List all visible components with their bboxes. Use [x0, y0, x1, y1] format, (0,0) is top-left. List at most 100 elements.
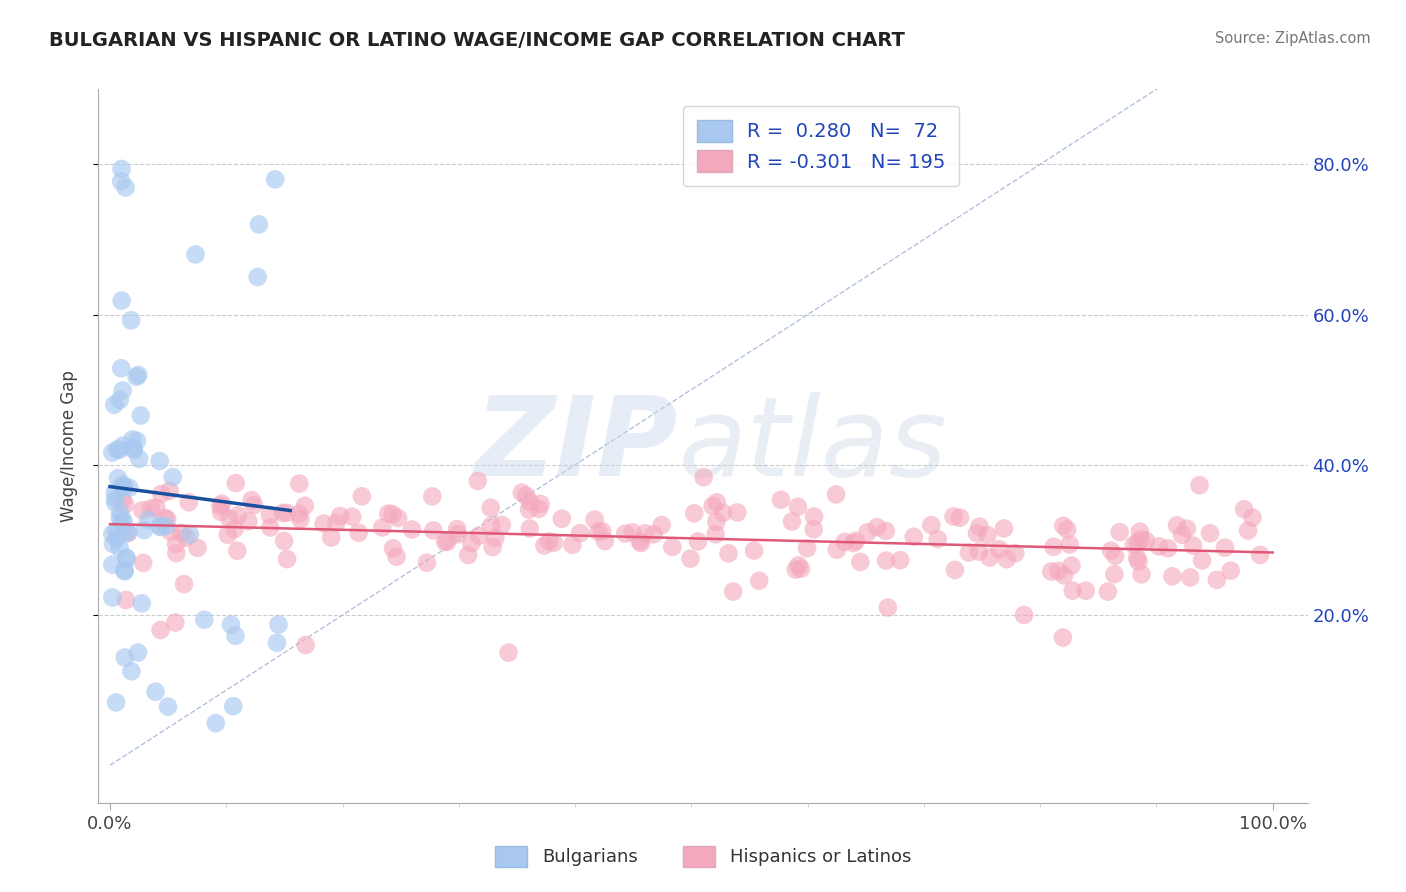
Point	[108, 541, 131, 555]
Point	[866, 520, 889, 534]
Point	[995, 552, 1018, 566]
Point	[312, 516, 335, 531]
Point	[125, 369, 148, 384]
Point	[529, 497, 551, 511]
Point	[111, 384, 134, 398]
Point	[120, 313, 142, 327]
Point	[479, 500, 502, 515]
Point	[510, 485, 533, 500]
Point	[1249, 548, 1271, 562]
Point	[1040, 565, 1063, 579]
Point	[803, 509, 825, 524]
Point	[903, 530, 925, 544]
Point	[156, 699, 179, 714]
Point	[101, 445, 124, 459]
Point	[247, 218, 270, 232]
Point	[593, 534, 616, 549]
Point	[156, 512, 179, 526]
Point	[481, 540, 503, 554]
Point	[927, 532, 949, 546]
Point	[467, 474, 489, 488]
Point	[742, 543, 765, 558]
Point	[1135, 533, 1157, 548]
Point	[1219, 564, 1241, 578]
Point	[484, 531, 506, 545]
Point	[165, 615, 187, 630]
Point	[679, 551, 702, 566]
Point	[105, 696, 128, 710]
Point	[101, 527, 124, 541]
Point	[875, 553, 897, 567]
Point	[134, 523, 156, 537]
Point	[238, 514, 260, 528]
Point	[446, 522, 468, 536]
Point	[748, 574, 770, 588]
Point	[350, 489, 373, 503]
Point	[114, 564, 136, 578]
Point	[517, 502, 540, 516]
Point	[1104, 549, 1126, 563]
Point	[329, 508, 352, 523]
Point	[224, 629, 246, 643]
Point	[460, 536, 482, 550]
Point	[790, 562, 813, 576]
Point	[108, 392, 131, 407]
Point	[1241, 510, 1264, 524]
Point	[111, 439, 134, 453]
Point	[340, 509, 363, 524]
Point	[614, 526, 637, 541]
Point	[114, 180, 136, 194]
Point	[1188, 478, 1211, 492]
Point	[271, 506, 294, 520]
Point	[969, 519, 991, 533]
Point	[491, 517, 513, 532]
Point	[976, 528, 998, 542]
Point	[1053, 568, 1076, 582]
Point	[1129, 524, 1152, 539]
Point	[112, 480, 135, 494]
Point	[101, 591, 124, 605]
Point	[447, 527, 470, 541]
Point	[1130, 532, 1153, 546]
Point	[288, 476, 311, 491]
Point	[583, 512, 606, 526]
Point	[875, 524, 897, 538]
Point	[108, 506, 131, 520]
Point	[121, 433, 143, 447]
Point	[115, 593, 138, 607]
Point	[519, 522, 541, 536]
Point	[264, 172, 287, 186]
Point	[118, 481, 141, 495]
Point	[276, 506, 298, 520]
Point	[1171, 528, 1194, 542]
Point	[842, 536, 865, 550]
Point	[108, 511, 131, 525]
Point	[401, 523, 423, 537]
Point	[988, 542, 1011, 557]
Point	[683, 506, 706, 520]
Point	[966, 526, 988, 541]
Point	[519, 495, 541, 509]
Point	[110, 161, 132, 176]
Point	[150, 487, 173, 501]
Point	[621, 525, 644, 540]
Point	[243, 498, 266, 512]
Text: Source: ZipAtlas.com: Source: ZipAtlas.com	[1215, 31, 1371, 46]
Point	[273, 533, 295, 548]
Point	[1104, 567, 1126, 582]
Legend: R =  0.280   N=  72, R = -0.301   N= 195: R = 0.280 N= 72, R = -0.301 N= 195	[683, 106, 959, 186]
Point	[193, 613, 215, 627]
Point	[290, 512, 312, 526]
Point	[1123, 538, 1146, 552]
Point	[725, 505, 748, 519]
Point	[661, 540, 683, 554]
Point	[1047, 564, 1070, 578]
Point	[149, 623, 172, 637]
Point	[226, 543, 249, 558]
Point	[104, 495, 127, 509]
Point	[1128, 554, 1150, 568]
Point	[165, 537, 187, 551]
Point	[551, 512, 574, 526]
Point	[1108, 525, 1130, 540]
Point	[803, 522, 825, 536]
